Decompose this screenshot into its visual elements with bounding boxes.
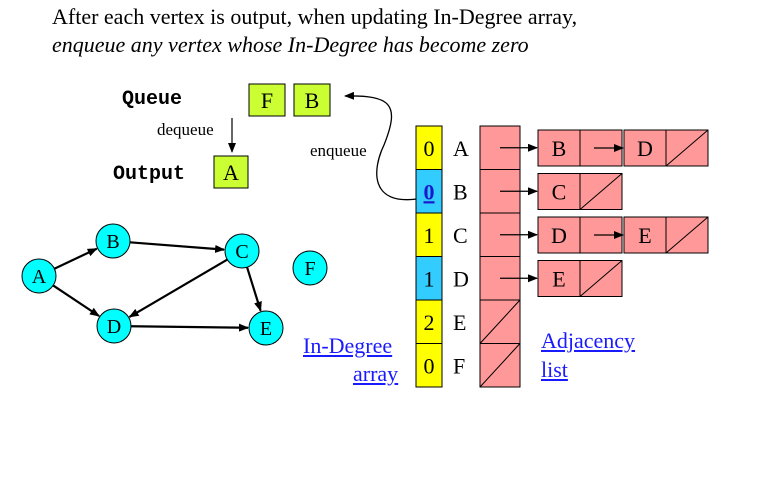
indegree-value: 1	[424, 223, 435, 248]
indegree-cell	[415, 169, 443, 214]
indegree-value: 2	[424, 310, 435, 335]
indegree-cell	[415, 299, 443, 344]
vertex-label-C: C	[453, 223, 468, 248]
graph-edge-C-E	[246, 266, 262, 312]
adjacency-caption-line-2: list	[541, 357, 568, 382]
dequeue-label: dequeue	[157, 120, 214, 139]
adj-null-slash	[579, 173, 623, 210]
graph-edge-C-D	[128, 258, 228, 318]
title-line-1: After each vertex is output, when updati…	[52, 4, 578, 29]
queue-item-box	[293, 83, 331, 117]
adj-node-value-cell	[537, 129, 581, 167]
enqueue-arrow	[344, 91, 418, 201]
graph-node-label-B: B	[106, 231, 119, 253]
adj-node-label: E	[638, 223, 651, 248]
vertex-label-A: A	[453, 136, 469, 161]
adj-node-label: D	[637, 136, 653, 161]
title-line-2: enqueue any vertex whose In-Degree has b…	[52, 32, 529, 57]
adj-node-value-cell	[623, 129, 667, 167]
adj-node-value-cell	[537, 173, 581, 210]
graph-node-A	[21, 258, 57, 294]
adjacency-caption-line-1: Adjacency	[541, 328, 636, 353]
output-item-box	[213, 155, 249, 189]
queue-item-text: B	[305, 88, 320, 113]
graph-node-F	[292, 250, 328, 286]
indegree-caption-line-2: array	[353, 361, 399, 386]
adj-node-label: B	[552, 136, 567, 161]
graph-node-E	[248, 310, 284, 346]
indegree-value: 0	[424, 136, 435, 161]
indegree-value: 1	[424, 266, 435, 291]
adj-node-label: E	[552, 267, 565, 292]
indegree-cell	[415, 256, 443, 301]
graph-node-label-A: A	[32, 266, 47, 288]
graph-edge-D-E	[130, 323, 250, 332]
adj-node-label: D	[551, 223, 567, 248]
output-label: Output	[113, 163, 186, 186]
indegree-value: 0	[424, 179, 435, 204]
graph-edge-A-B	[53, 247, 98, 270]
vertex-label-D: D	[453, 266, 469, 291]
indegree-cell	[415, 212, 443, 257]
graph-node-label-F: F	[304, 258, 315, 280]
indegree-value: 0	[424, 353, 435, 378]
vertex-label-E: E	[453, 310, 466, 335]
graph-node-label-C: C	[235, 241, 248, 263]
queue-item-box	[248, 83, 286, 117]
adj-node-value-cell	[537, 216, 581, 254]
vertex-label-B: B	[453, 179, 468, 204]
graph-node-B	[95, 223, 131, 259]
adj-null-slash	[479, 343, 521, 388]
indegree-caption-line-1: In-Degree	[303, 333, 393, 358]
enqueue-label: enqueue	[310, 141, 367, 160]
queue-label: Queue	[122, 88, 183, 111]
adj-node-value-cell	[537, 260, 581, 297]
graph-node-D	[96, 308, 132, 344]
graph-node-C	[224, 233, 260, 269]
adj-node-label: C	[552, 180, 567, 205]
adj-null-slash	[479, 299, 521, 344]
graph-node-label-D: D	[107, 316, 121, 338]
vertex-label-F: F	[453, 353, 465, 378]
adj-null-slash	[665, 129, 709, 167]
indegree-cell	[415, 125, 443, 170]
indegree-cell	[415, 343, 443, 388]
output-item-text: A	[223, 160, 239, 185]
graph-edge-A-D	[52, 284, 100, 317]
adj-null-slash	[665, 216, 709, 254]
adj-null-slash	[579, 260, 623, 297]
graph-edge-B-C	[129, 241, 226, 253]
queue-item-text: F	[261, 88, 273, 113]
graph-node-label-E: E	[260, 318, 272, 340]
